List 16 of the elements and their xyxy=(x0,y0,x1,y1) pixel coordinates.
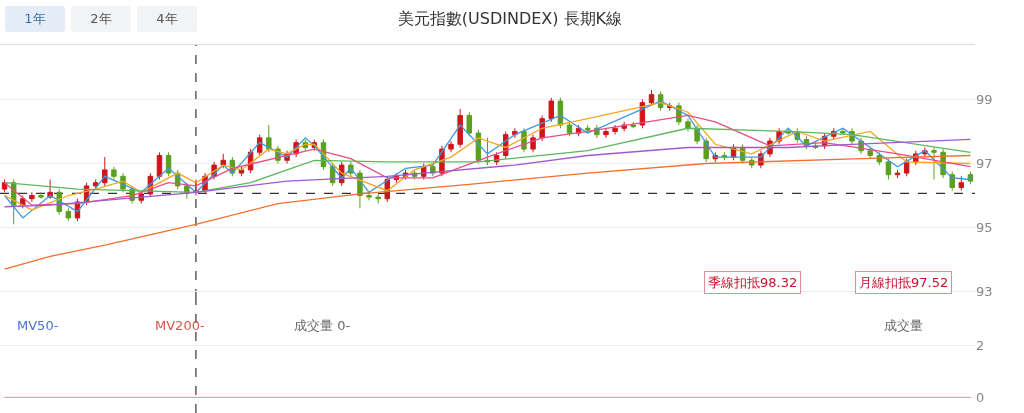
text: 1年 xyxy=(5,6,65,32)
annotation: MV50- xyxy=(17,318,59,333)
y-tick-label: 99 xyxy=(976,91,993,107)
text: 4年 xyxy=(137,6,197,32)
annotation: MV200- xyxy=(155,318,205,333)
annotation: 季線扣抵98.32 xyxy=(708,275,798,290)
y-tick-label: 0 xyxy=(976,389,985,405)
y-tick-label: 95 xyxy=(976,220,993,236)
y-tick-label: 2 xyxy=(976,337,985,353)
chart-title: 美元指數(USDINDEX) 長期K線 xyxy=(397,8,623,28)
annotation: 月線扣抵97.52 xyxy=(859,275,949,290)
annotation: 成交量 0- xyxy=(294,318,351,333)
y-tick-label: 93 xyxy=(976,284,993,300)
annotation: 成交量 xyxy=(884,318,923,333)
text: 2年 xyxy=(71,6,131,32)
y-tick-label: 97 xyxy=(976,156,993,172)
